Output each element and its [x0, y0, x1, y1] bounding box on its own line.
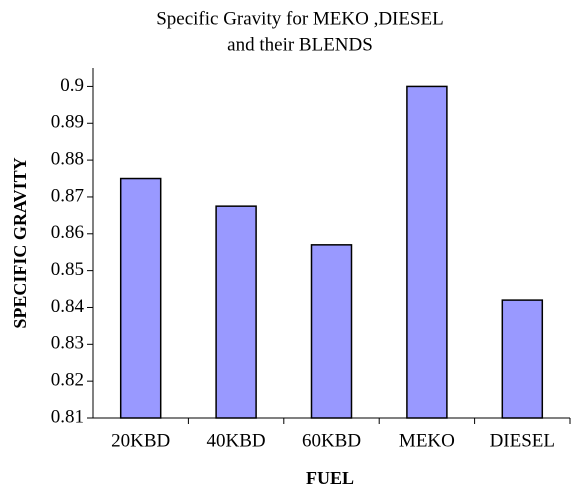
- bar: [215, 205, 257, 419]
- bar: [119, 177, 162, 419]
- bar: [310, 244, 353, 419]
- y-tick-label: 0.84: [51, 296, 85, 317]
- x-tick-label: 60KBD: [302, 430, 361, 451]
- x-tick-label: 40KBD: [207, 430, 266, 451]
- y-axis-label: SPECIFIC GRAVITY: [10, 157, 30, 328]
- y-tick-label: 0.82: [51, 370, 84, 391]
- chart-title: Specific Gravity for MEKO ,DIESEL: [156, 8, 444, 29]
- y-tick-label: 0.88: [51, 148, 84, 169]
- x-axis-label: FUEL: [306, 468, 354, 488]
- x-tick-label: DIESEL: [490, 430, 555, 451]
- bar: [406, 85, 448, 419]
- y-tick-label: 0.86: [51, 222, 84, 243]
- y-tick-label: 0.89: [51, 112, 84, 133]
- x-tick-label: MEKO: [399, 430, 455, 451]
- y-tick-label: 0.87: [51, 185, 84, 206]
- y-tick-label: 0.9: [60, 75, 84, 96]
- y-tick-label: 0.85: [51, 259, 84, 280]
- y-tick-label: 0.83: [51, 333, 84, 354]
- chart-title: and their BLENDS: [227, 34, 373, 55]
- bar: [501, 299, 544, 419]
- x-tick-label: 20KBD: [111, 430, 170, 451]
- y-tick-label: 0.81: [51, 406, 84, 427]
